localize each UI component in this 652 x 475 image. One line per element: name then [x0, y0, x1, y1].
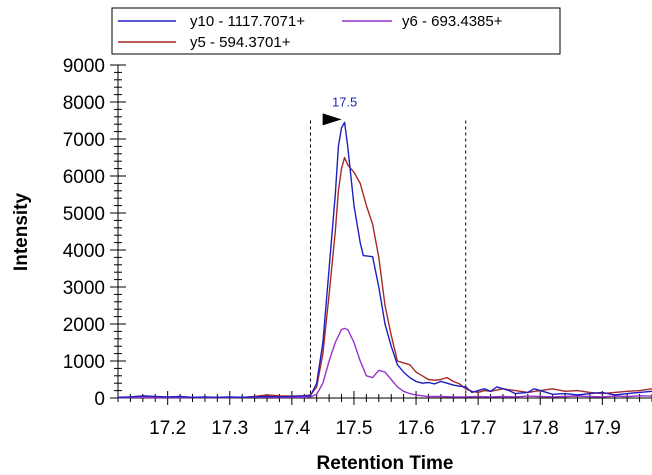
legend: y10 - 1117.7071+ y6 - 693.4385+ y5 - 594… — [111, 7, 561, 55]
integration-boundaries — [309, 120, 467, 398]
series-line-y5 — [117, 156, 652, 399]
x-ticks: 17.2 17.3 17.4 17.5 17.6 17.7 17.8 17.9 — [117, 391, 652, 439]
peak-annotation: 17.5 — [322, 94, 357, 126]
legend-label-y10: y10 - 1117.7071+ — [190, 13, 305, 30]
y-tick-label: 5000 — [63, 204, 105, 225]
series-line-y10 — [117, 121, 652, 398]
x-tick-label: 17.5 — [335, 418, 372, 439]
legend-label-y5: y5 - 594.3701+ — [190, 34, 291, 51]
y-axis-title: Intensity — [11, 193, 32, 272]
data-series — [117, 121, 652, 399]
x-tick-label: 17.6 — [398, 418, 435, 439]
x-tick-label: 17.3 — [211, 418, 248, 439]
y-tick-label: 6000 — [63, 167, 105, 188]
y-tick-label: 9000 — [63, 56, 105, 77]
axes — [117, 65, 652, 399]
peak-marker-icon — [322, 113, 342, 126]
legend-entry-y10: y10 - 1117.7071+ — [118, 13, 305, 30]
x-tick-label: 17.8 — [522, 418, 559, 439]
x-tick-label: 17.7 — [460, 418, 497, 439]
legend-entry-y6: y6 - 693.4385+ — [342, 13, 503, 30]
y-tick-label: 3000 — [63, 278, 105, 299]
x-tick-label: 17.4 — [273, 418, 310, 439]
y-tick-label: 8000 — [63, 93, 105, 114]
legend-label-y6: y6 - 693.4385+ — [402, 13, 503, 30]
y-tick-label: 1000 — [63, 352, 105, 373]
y-tick-label: 7000 — [63, 130, 105, 151]
series-line-y6 — [118, 327, 652, 399]
legend-entry-y5: y5 - 594.3701+ — [118, 34, 291, 51]
x-axis-title: Retention Time — [317, 453, 454, 474]
x-tick-label: 17.2 — [149, 418, 186, 439]
peak-label: 17.5 — [332, 94, 357, 109]
y-tick-label: 2000 — [63, 315, 105, 336]
y-tick-label: 4000 — [63, 241, 105, 262]
y-ticks: 0 1000 2000 3000 4000 5000 6000 7000 8000 9000 — [63, 56, 126, 410]
y-tick-label: 0 — [94, 389, 105, 410]
x-tick-label: 17.9 — [584, 418, 621, 439]
